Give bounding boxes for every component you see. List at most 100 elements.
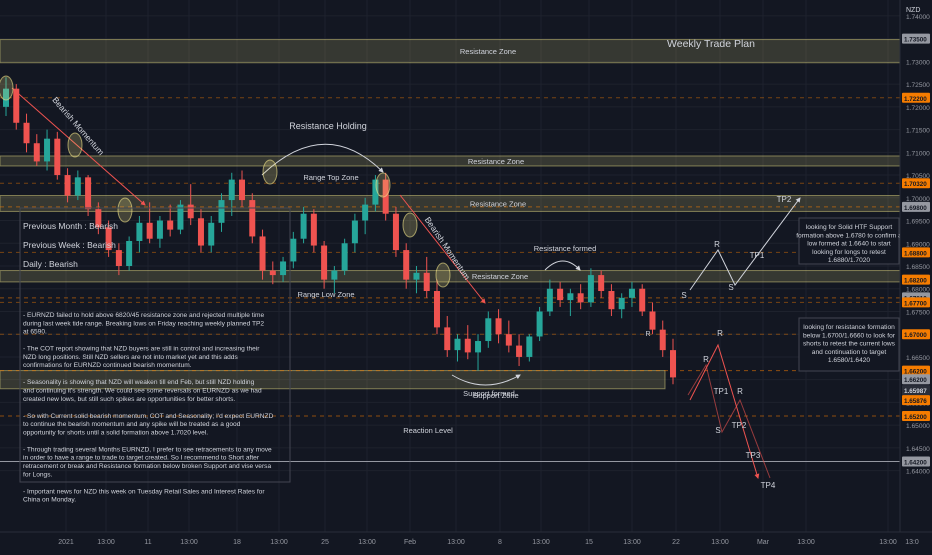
chart-title: Weekly Trade Plan [667, 38, 755, 50]
tp1-up-label: TP1 [750, 251, 765, 260]
candle-body [454, 338, 461, 351]
candle-body [197, 218, 204, 246]
y-tick-label: 1.69000 [906, 241, 930, 248]
candle-body [105, 227, 112, 251]
price-badge [902, 456, 930, 467]
candle-body [85, 177, 92, 210]
resistance-arc [261, 143, 384, 176]
candle-body [208, 222, 215, 246]
tp2-up-label: TP2 [777, 195, 792, 204]
y-tick-label: 1.73000 [906, 59, 930, 66]
zone-label: Support Zone [473, 391, 518, 400]
price-badge-label: 1.68800 [904, 250, 927, 257]
x-tick-label: 13:00 [270, 539, 288, 546]
price-badge [902, 374, 930, 385]
zone [0, 155, 901, 167]
swing-high-marker [435, 262, 451, 288]
r-chart-label: R [645, 331, 650, 338]
price-badge-label: 1.68200 [904, 278, 927, 285]
candle-body [33, 143, 40, 162]
session-bias-text: Daily : Bearish [23, 259, 78, 269]
long-note: looking for Solid HTF Support formation a… [796, 224, 902, 264]
candle-body [351, 220, 358, 244]
s-up-label: S [681, 291, 686, 300]
candle-body [670, 350, 676, 378]
y-tick-label: 1.64500 [906, 446, 930, 453]
y-tick-label: 1.65000 [906, 423, 930, 430]
candle-body [598, 275, 605, 292]
short-scenario-path [689, 343, 760, 479]
zone [0, 370, 666, 390]
price-badge-label: 1.67000 [904, 332, 927, 339]
price-badge [902, 33, 930, 44]
long-scenario-path [689, 197, 801, 291]
candle-body [464, 338, 471, 353]
resistance-formed-label: Resistance formed [534, 244, 597, 253]
price-badge [902, 385, 930, 396]
price-badge-label: 1.66200 [904, 377, 927, 384]
zone [0, 39, 901, 64]
candle-body [577, 293, 584, 303]
price-badge-label: 1.65200 [904, 414, 927, 421]
range-top-zone-label: Range Top Zone [303, 173, 358, 182]
x-tick-label: 22 [672, 539, 680, 546]
y-tick-label: 1.74000 [906, 14, 930, 21]
candle-body [44, 138, 51, 162]
tp2-dn-label: TP2 [732, 421, 747, 430]
y-tick-label: 1.67500 [906, 309, 930, 316]
price-badge-label: 1.66200 [904, 369, 927, 376]
zone-label: Resistance Zone [470, 199, 526, 208]
bearish-arrow [11, 87, 146, 206]
y-tick-label: 1.68000 [906, 287, 930, 294]
price-badge [902, 247, 930, 258]
short-scenario-path-alt [687, 363, 771, 479]
session-bias-text: Previous Month : Bearish [23, 221, 118, 231]
candle-body [321, 245, 328, 280]
time-axis-bg [0, 532, 932, 550]
candle-body [331, 270, 338, 280]
x-tick-label: 18 [233, 539, 241, 546]
swing-high-marker [67, 132, 83, 158]
candle-body [54, 138, 61, 176]
x-tick-label: 13:00 [532, 539, 550, 546]
candle-body [239, 179, 246, 201]
candle-body [526, 336, 533, 357]
candle-body [146, 222, 153, 239]
candle-body [403, 250, 410, 280]
candle-body [23, 122, 30, 144]
analysis-paragraph: - The COT report showing that NZD buyers… [23, 346, 260, 370]
support-formed-arc [451, 374, 521, 386]
session-bias-text: Previous Week : Bearish [23, 240, 116, 250]
candle-body [536, 311, 543, 337]
price-badge [902, 201, 930, 212]
x-tick-label: 13:00 [358, 539, 376, 546]
s-up-label: S [728, 283, 733, 292]
candle-body [485, 318, 492, 342]
price-badge [902, 297, 930, 308]
price-badge [902, 395, 930, 406]
candle-body [259, 236, 266, 271]
candle-body [423, 272, 430, 292]
price-badge-label: 1.67700 [904, 300, 927, 307]
analysis-paragraph: - Through trading several Months EURNZD,… [23, 446, 272, 478]
candle-body [362, 204, 369, 221]
x-tick-label: Mar [757, 539, 770, 546]
tp4-dn-label: TP4 [761, 481, 776, 490]
reaction-level-label: Reaction Level [403, 426, 453, 435]
candle-body [280, 261, 287, 276]
candle-body [649, 311, 656, 330]
r-dn-label: R [717, 329, 723, 338]
candle-body [249, 200, 256, 237]
price-badge [902, 92, 930, 103]
candle-body [495, 318, 502, 335]
y-tick-label: 1.72000 [906, 105, 930, 112]
price-badge [902, 178, 930, 189]
y-tick-label: 1.68500 [906, 264, 930, 271]
x-tick-label: 13:00 [879, 539, 897, 546]
candle-body [136, 222, 143, 241]
tp3-dn-label: TP3 [746, 451, 761, 460]
y-tick-label: 1.69500 [906, 219, 930, 226]
x-tick-label: 13:00 [180, 539, 198, 546]
